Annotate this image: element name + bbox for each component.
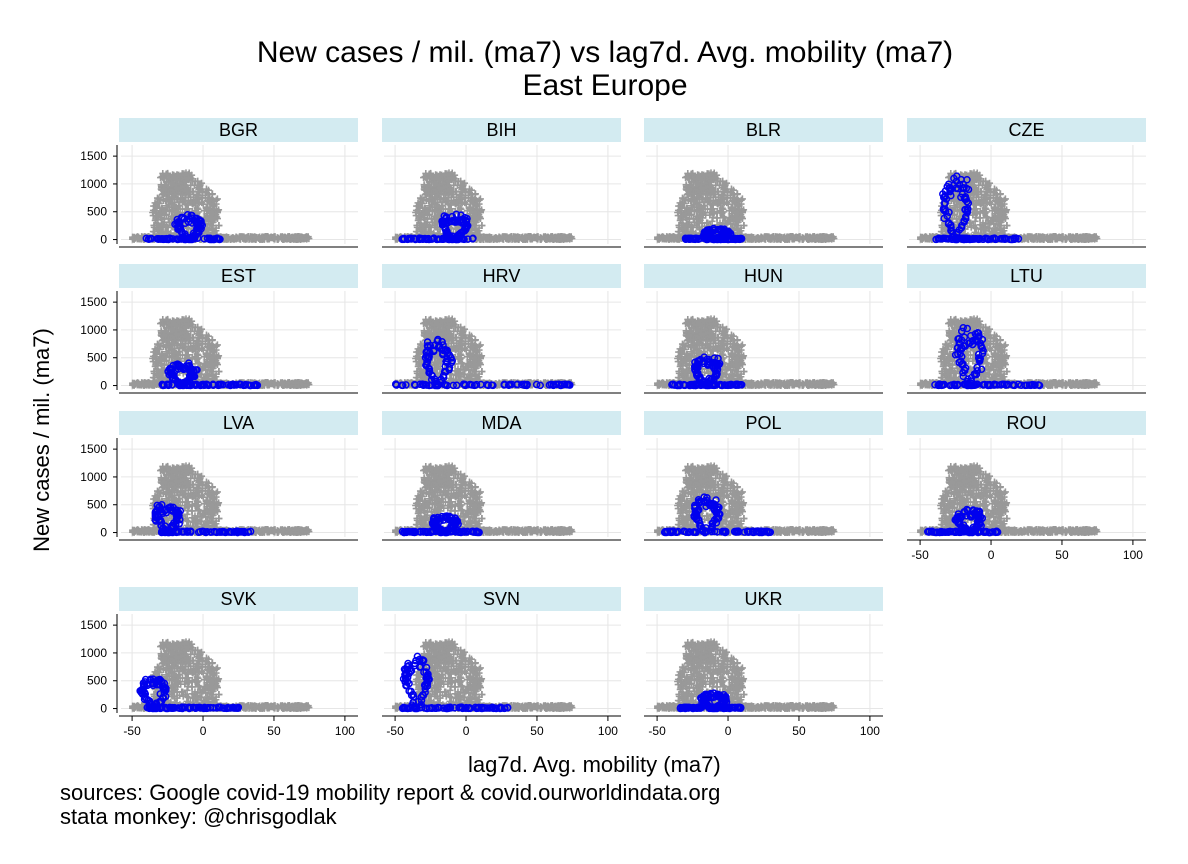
background-series [129,169,313,244]
background-point [133,235,141,243]
panel-label: BIH [486,120,516,140]
background-point [261,232,269,240]
y-tick-label: 500 [87,205,107,219]
y-tick-label: 1000 [80,177,107,191]
panel-label: BGR [219,120,258,140]
y-tick-label: 0 [100,233,107,247]
y-tick-label: 1500 [80,295,107,309]
background-series [129,315,313,390]
panel-bih: BIH [382,118,621,248]
panel-strip [119,118,358,142]
panel-bgr: BGR 0 500 1000 1500 [80,118,358,248]
background-point [255,234,263,242]
y-tick-label: 1000 [80,323,107,337]
background-point [251,233,259,241]
background-point [223,234,231,242]
y-tick-label: 1500 [80,149,107,163]
background-point [295,233,303,241]
panel-label: EST [221,266,256,286]
background-point [303,235,311,243]
background-series [392,169,576,244]
background-point [271,234,279,242]
background-point [285,233,293,241]
panel-cze: CZE [907,118,1146,248]
panel-blr: BLR [644,118,883,248]
background-series [654,169,838,244]
background-point [149,209,157,217]
chart-title: New cases / mil. (ma7) vs lag7d. Avg. mo… [256,36,954,69]
panel-label: CZE [1009,120,1045,140]
chart-subtitle: East Europe [522,69,688,102]
y-tick-label: 0 [100,379,107,393]
y-tick-label: 500 [87,351,107,365]
panel-label: BLR [746,120,781,140]
background-point [240,234,248,242]
panel-est: EST 0 500 1000 1500 [80,264,358,394]
